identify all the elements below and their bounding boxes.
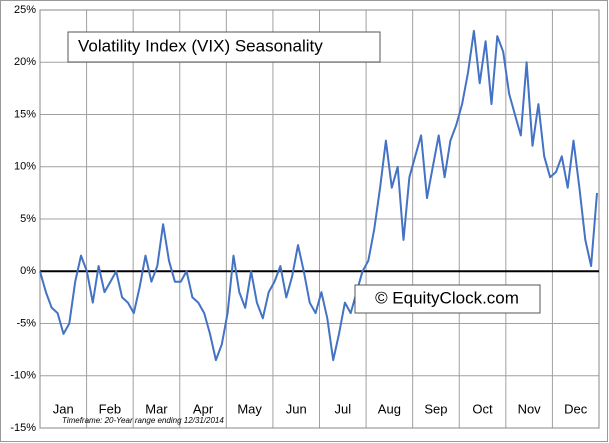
x-tick-label: Sep [424, 401, 447, 416]
x-tick-label: Dec [564, 401, 588, 416]
y-tick-label: -10% [10, 370, 36, 382]
chart-title: Volatility Index (VIX) Seasonality [78, 36, 323, 55]
footnote: Timeframe: 20-Year range ending 12/31/20… [62, 416, 224, 425]
y-tick-label: 15% [14, 108, 36, 120]
x-tick-label: May [237, 401, 262, 416]
x-tick-label: Aug [378, 401, 401, 416]
line [39, 29, 598, 362]
x-tick-label: Apr [193, 401, 214, 416]
watermark: © EquityClock.com [375, 288, 519, 307]
x-tick-label: Jul [334, 401, 351, 416]
y-tick-label: -15% [10, 422, 36, 434]
x-tick-label: Feb [99, 401, 121, 416]
grid [39, 9, 600, 429]
x-tick-label: Mar [145, 401, 168, 416]
y-tick-label: 5% [20, 213, 36, 225]
x-tick-label: Oct [472, 401, 493, 416]
plot-border [39, 9, 600, 429]
y-tick-label: 10% [14, 161, 36, 173]
y-tick-label: 25% [14, 4, 36, 16]
marks [39, 29, 598, 362]
title-box [67, 31, 381, 63]
x-tick-label: Jan [53, 401, 74, 416]
x-tick-label: Nov [518, 401, 542, 416]
x-tick-label: Jun [286, 401, 307, 416]
y-tick-label: -5% [16, 317, 36, 329]
y-tick-label: 20% [14, 56, 36, 68]
y-tick-label: 0% [20, 265, 36, 277]
watermark-box [354, 284, 541, 314]
